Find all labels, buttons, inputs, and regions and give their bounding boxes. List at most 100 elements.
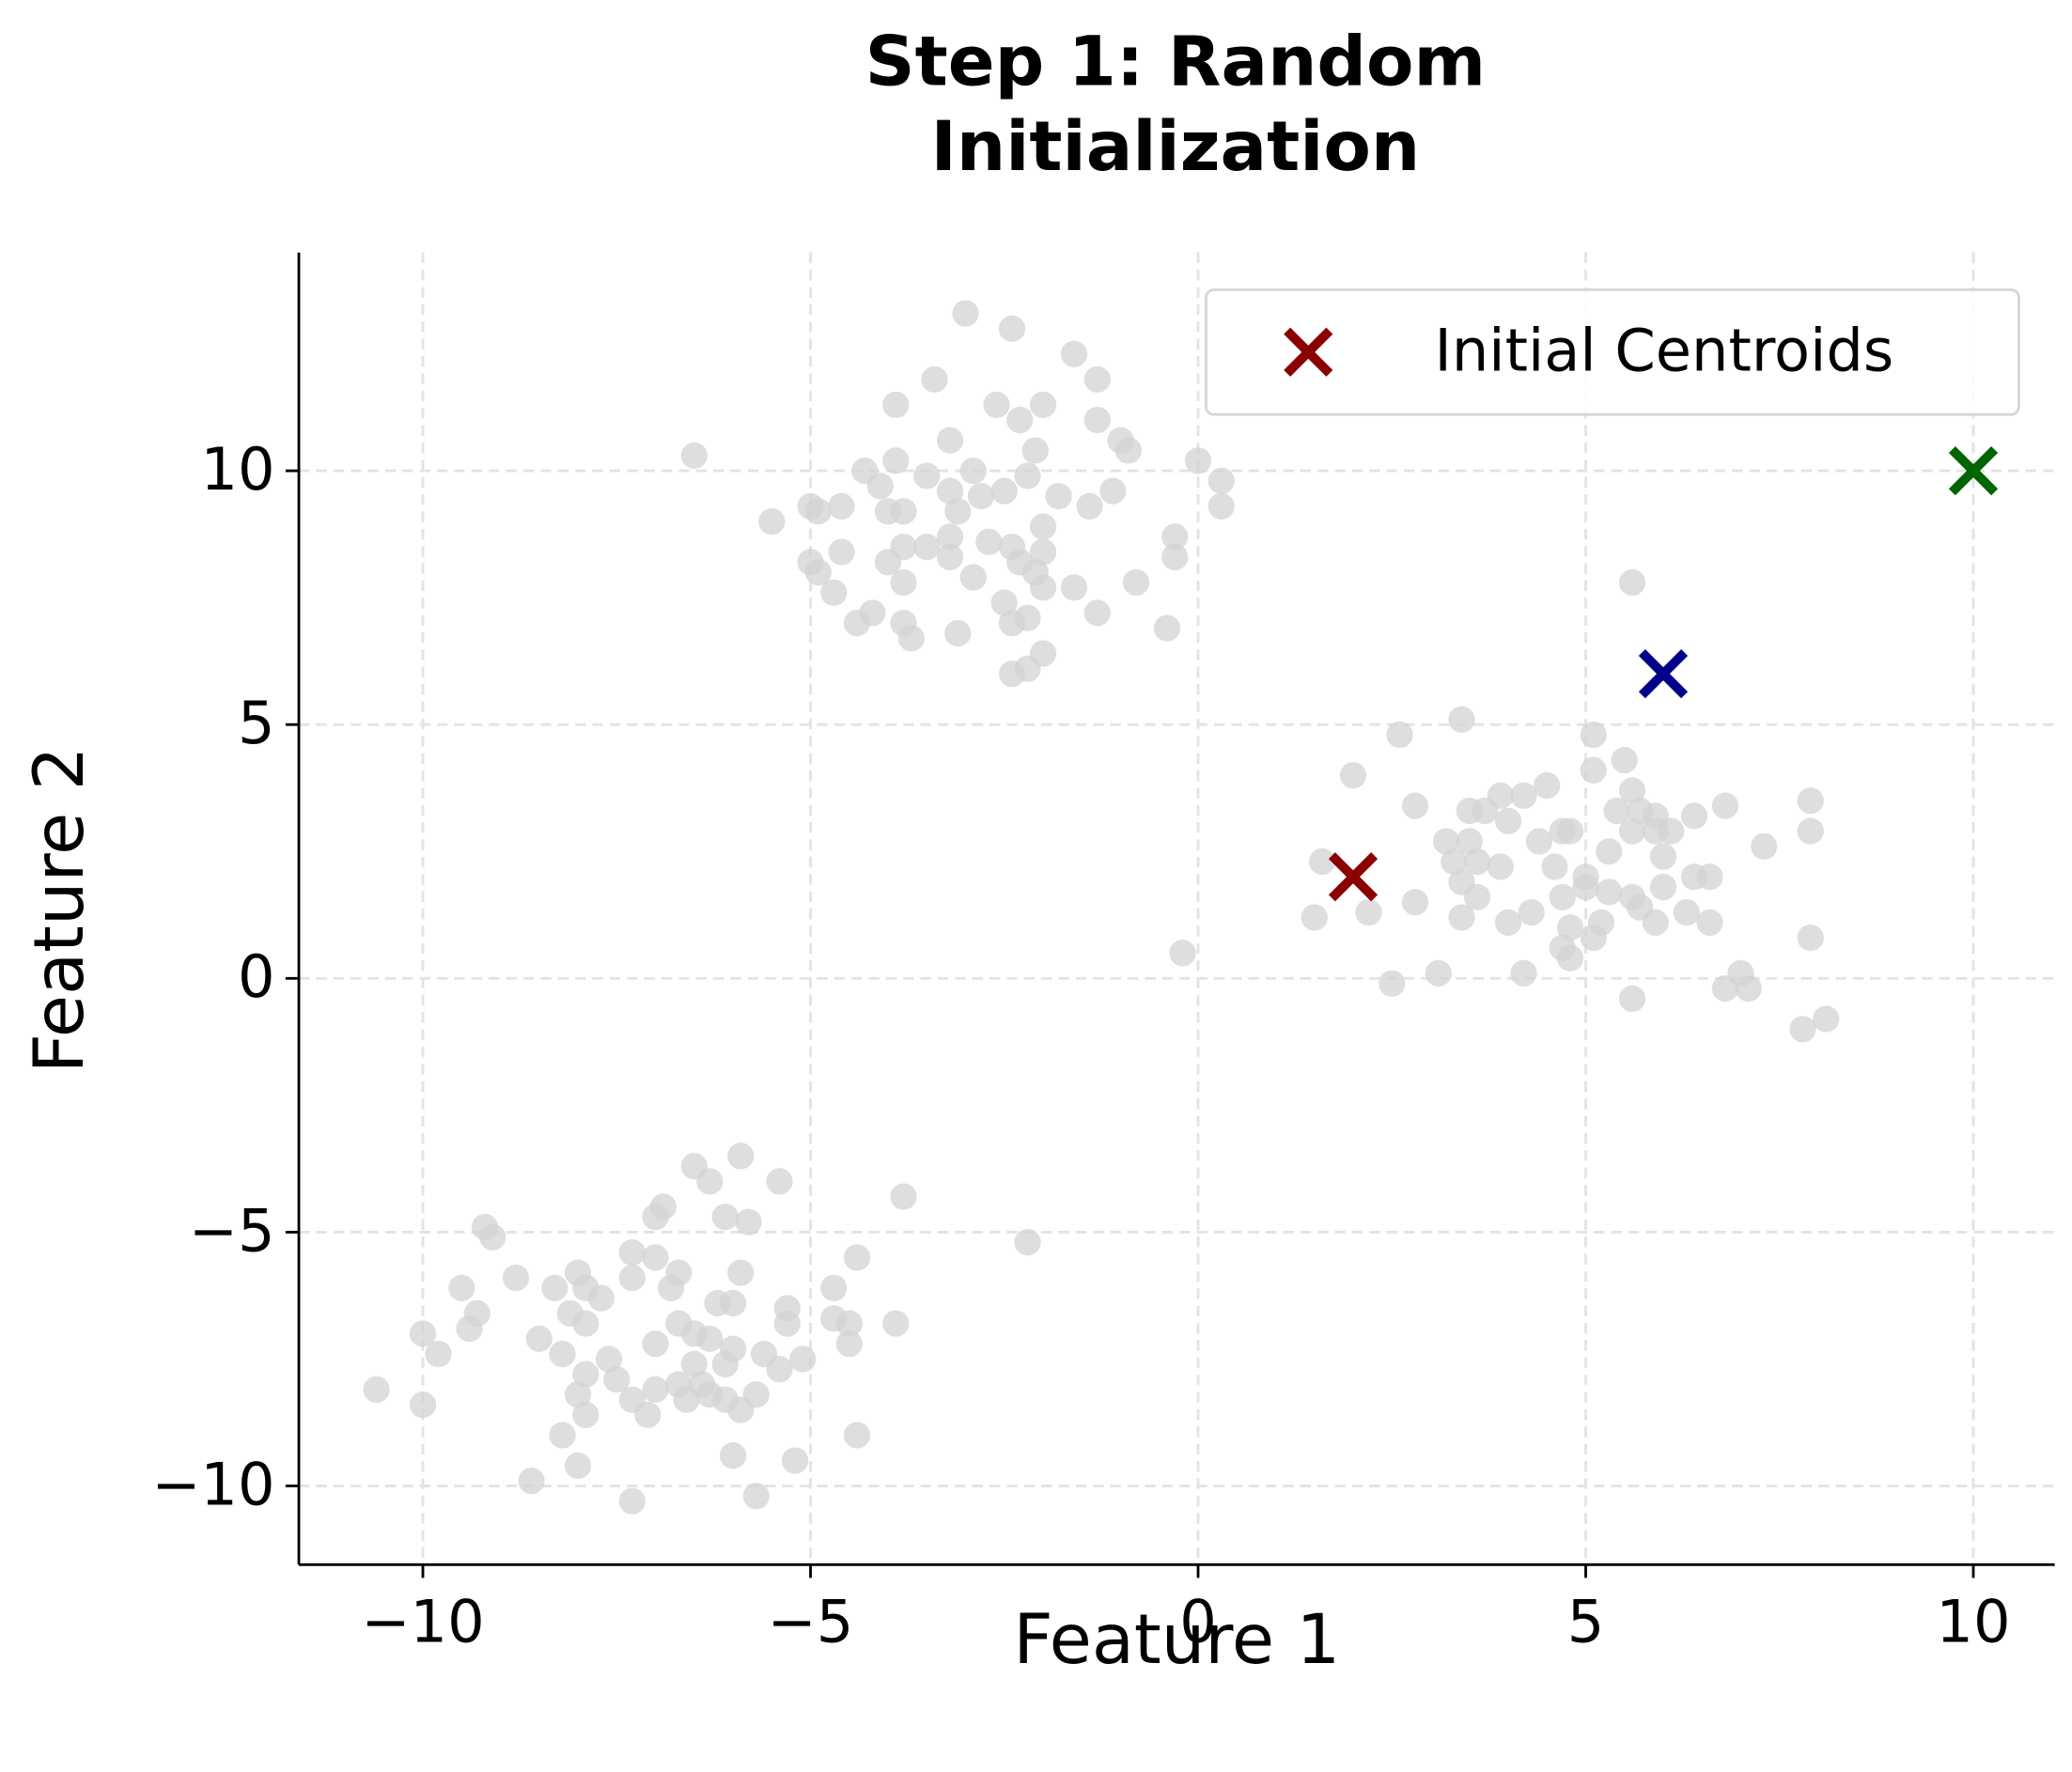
legend-box (1205, 288, 2020, 416)
data-point (572, 1310, 600, 1337)
data-point (1572, 873, 1599, 901)
data-point (673, 1386, 700, 1413)
data-point (820, 579, 848, 606)
data-point (727, 1259, 755, 1286)
data-point (502, 1264, 530, 1292)
data-point (1425, 959, 1452, 987)
title-box: Step 1: Random Initialization (865, 23, 1486, 187)
data-point (882, 391, 910, 418)
data-point (642, 1244, 669, 1271)
data-point (890, 568, 917, 597)
data-point (1029, 391, 1057, 418)
centroid-marker (1638, 649, 1689, 699)
data-point (781, 1447, 809, 1474)
data-point (595, 1345, 623, 1373)
data-point (696, 1325, 724, 1353)
data-point (1494, 909, 1522, 937)
data-point (1525, 828, 1553, 855)
data-point (1463, 847, 1491, 876)
data-point (1797, 924, 1824, 952)
data-point (456, 1314, 483, 1343)
data-point (564, 1452, 592, 1480)
x-tick-label: 5 (1567, 1587, 1605, 1655)
data-point (1060, 574, 1088, 601)
data-point (719, 1441, 747, 1469)
data-point (1556, 944, 1584, 971)
data-point (1308, 847, 1336, 876)
data-point (789, 1345, 817, 1373)
y-tick-label: 10 (200, 435, 274, 504)
data-point (409, 1391, 437, 1419)
data-point (1076, 492, 1103, 521)
data-point (1642, 909, 1669, 937)
data-point (518, 1468, 545, 1495)
data-point (1083, 365, 1111, 393)
data-point (1014, 1229, 1041, 1256)
data-point (1556, 817, 1584, 845)
data-point (1649, 843, 1677, 870)
data-point (1122, 568, 1150, 597)
data-point (1673, 898, 1700, 926)
data-point (727, 1396, 755, 1423)
y-tick-label: −10 (151, 1450, 274, 1518)
data-point (572, 1360, 600, 1388)
data-point (618, 1238, 646, 1267)
data-point (936, 427, 964, 454)
data-point (1696, 863, 1723, 891)
y-tick-label: 0 (238, 942, 275, 1011)
data-point (1161, 543, 1189, 571)
data-point (1510, 782, 1537, 809)
y-tick-label: −5 (189, 1196, 275, 1265)
data-point (549, 1422, 576, 1449)
data-point (680, 1350, 708, 1378)
data-point (1580, 721, 1607, 749)
data-point (882, 447, 910, 474)
x-tick-label: 0 (1179, 1587, 1217, 1655)
data-point (874, 549, 902, 576)
data-point (967, 482, 995, 510)
data-point (572, 1401, 600, 1429)
data-point (1456, 828, 1483, 855)
data-point (1432, 828, 1460, 855)
data-point (1596, 878, 1623, 906)
data-point (983, 391, 1010, 418)
data-point (587, 1284, 615, 1312)
data-point (882, 1310, 910, 1337)
data-point (1751, 832, 1778, 860)
data-point (1618, 817, 1646, 845)
data-point (990, 477, 1018, 505)
data-point (990, 589, 1018, 616)
data-point (1649, 873, 1677, 901)
data-point (1603, 797, 1630, 825)
legend: Initial Centroids (1205, 288, 2020, 416)
data-point (1487, 853, 1514, 880)
data-point (1339, 762, 1367, 789)
x-tick-label: −10 (361, 1587, 484, 1655)
data-point (835, 1310, 863, 1337)
data-point (866, 473, 894, 500)
data-point (1021, 437, 1049, 464)
data-point (1711, 792, 1739, 819)
data-point (1014, 462, 1041, 490)
data-point (525, 1325, 553, 1353)
data-point (1541, 853, 1568, 880)
data-point (603, 1365, 631, 1393)
data-point (448, 1274, 475, 1301)
x-tick-label: −5 (768, 1587, 854, 1655)
data-point (1472, 797, 1499, 825)
data-point (758, 507, 786, 536)
data-point (843, 1244, 871, 1271)
data-point (1207, 467, 1235, 495)
y-tick-label: 5 (238, 689, 275, 757)
data-point (1618, 985, 1646, 1013)
data-point (1029, 513, 1057, 540)
data-point (913, 462, 941, 490)
data-point (1153, 614, 1181, 642)
data-point (642, 1204, 669, 1231)
data-point (773, 1310, 801, 1337)
data-point (820, 1274, 848, 1301)
data-point (1549, 883, 1576, 911)
data-point (1014, 604, 1041, 631)
data-point (1099, 477, 1127, 505)
data-point (727, 1142, 755, 1170)
